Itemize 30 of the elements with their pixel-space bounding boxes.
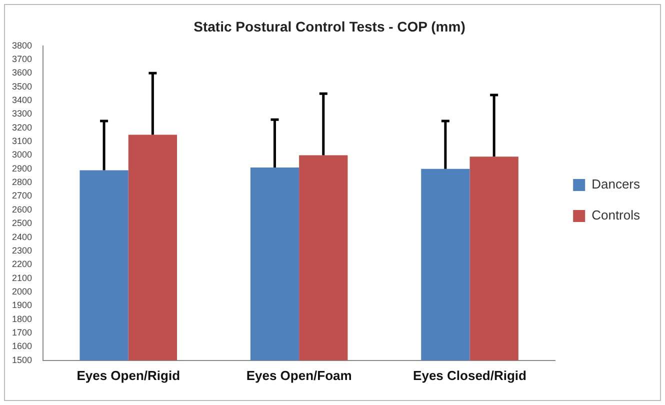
y-tick-label: 3600 bbox=[12, 68, 32, 78]
y-tick-label: 3100 bbox=[12, 136, 32, 146]
chart-title: Static Postural Control Tests - COP (mm) bbox=[194, 18, 466, 34]
x-tick-label: Eyes Open/Rigid bbox=[76, 368, 180, 383]
legend-label: Controls bbox=[592, 208, 640, 223]
y-tick-label: 2700 bbox=[12, 190, 32, 201]
y-tick-label: 1900 bbox=[12, 300, 32, 310]
y-tick-label: 2600 bbox=[12, 204, 32, 214]
y-tick-label: 3200 bbox=[12, 122, 32, 132]
y-tick-label: 3700 bbox=[12, 54, 32, 64]
y-tick-label: 3800 bbox=[12, 40, 32, 50]
y-tick-label: 2900 bbox=[12, 163, 32, 174]
y-tick-label: 1600 bbox=[12, 341, 32, 352]
x-tick-label: Eyes Closed/Rigid bbox=[413, 368, 527, 383]
y-tick-label: 3500 bbox=[12, 81, 32, 92]
y-tick-label: 3400 bbox=[12, 94, 32, 105]
y-tick-label: 2300 bbox=[12, 245, 32, 256]
legend-label: Dancers bbox=[592, 176, 640, 192]
y-tick-label: 2200 bbox=[12, 259, 32, 270]
y-tick-label: 2500 bbox=[12, 218, 32, 228]
y-tick-label: 1800 bbox=[12, 314, 32, 324]
y-tick-label: 2000 bbox=[12, 286, 32, 296]
y-tick-label: 3300 bbox=[12, 108, 32, 119]
y-tick-label: 3000 bbox=[12, 150, 32, 160]
y-tick-label: 2400 bbox=[12, 232, 32, 242]
x-tick-label: Eyes Open/Foam bbox=[246, 368, 352, 383]
y-tick-label: 1500 bbox=[12, 354, 32, 365]
y-tick-label: 1700 bbox=[12, 328, 32, 338]
y-tick-label: 2800 bbox=[12, 177, 32, 188]
y-tick-label: 2100 bbox=[12, 272, 32, 283]
